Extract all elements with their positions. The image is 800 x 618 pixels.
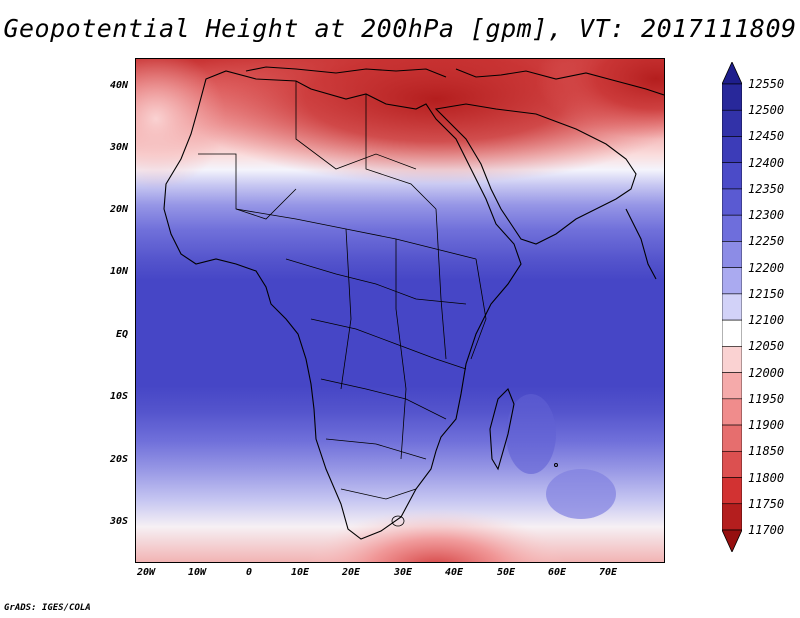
colorbar-bottom-arrow [722, 529, 742, 552]
lat-tick-label: 30S [109, 516, 128, 527]
colorbar-level-label: 12550 [748, 77, 785, 91]
lon-tick-label: 10E [290, 567, 310, 578]
colorbar-swatch [722, 477, 742, 505]
colorbar-swatch [722, 372, 742, 400]
lat-tick-label: 40N [109, 80, 128, 91]
colorbar-swatch [722, 188, 742, 216]
colorbar-swatch [722, 136, 742, 164]
colorbar-swatch [722, 398, 742, 426]
colorbar-level-label: 11950 [748, 391, 785, 406]
map-title: Geopotential Height at 200hPa [gpm], VT:… [3, 14, 797, 43]
colorbar-swatch [722, 346, 742, 373]
colorbar-level-label: 11700 [748, 523, 785, 537]
colorbar-level-label: 12300 [748, 208, 785, 223]
colorbar-swatch [722, 319, 742, 347]
lon-tick-label: 10W [187, 567, 207, 578]
lon-tick-label: 20E [341, 567, 361, 578]
colorbar-swatch [722, 83, 742, 111]
geopotential-field-map [136, 59, 664, 562]
lon-tick-label: 50E [496, 567, 516, 578]
colorbar-level-label: 11850 [748, 444, 785, 459]
colorbar-level-label: 12100 [748, 313, 785, 328]
colorbar-swatch [722, 293, 742, 321]
colorbar-level-label: 11900 [748, 418, 785, 433]
lat-tick-label: 20N [109, 204, 128, 215]
lat-tick-label: 20S [109, 454, 128, 465]
lon-tick-label: 70E [598, 567, 618, 578]
country-borders-overlay [198, 81, 487, 500]
map-plot-area [135, 58, 665, 563]
colorbar-level-label: 12250 [748, 234, 785, 249]
colorbar-swatch [722, 162, 742, 190]
colorbar-level-label: 12350 [748, 181, 785, 196]
colorbar-level-label: 12000 [748, 365, 785, 380]
colorbar [722, 62, 742, 552]
colorbar-swatch [722, 214, 742, 242]
lon-tick-label: 60E [547, 567, 567, 578]
colorbar-swatch [722, 109, 742, 137]
lat-tick-label: EQ [115, 329, 128, 340]
colorbar-level-label: 12150 [748, 286, 785, 301]
lon-tick-label: 0 [245, 567, 253, 578]
colorbar-level-label: 12500 [748, 103, 785, 118]
colorbar-level-label: 12200 [748, 260, 785, 275]
colorbar-level-label: 11750 [748, 496, 785, 511]
colorbar-swatch [722, 424, 742, 452]
colorbar-level-label: 12050 [748, 339, 785, 354]
colorbar-top-arrow [722, 62, 742, 85]
grads-credit: GrADS: IGES/COLA [4, 603, 91, 613]
colorbar-swatch [722, 241, 742, 268]
lon-tick-label: 30E [393, 567, 413, 578]
lat-tick-label: 30N [109, 142, 128, 153]
lon-tick-label: 20W [136, 567, 156, 578]
lat-tick-label: 10N [109, 266, 128, 277]
colorbar-level-label: 11800 [748, 470, 785, 485]
colorbar-level-label: 12450 [748, 129, 785, 144]
colorbar-swatch [722, 267, 742, 295]
lon-tick-label: 40E [444, 567, 464, 578]
colorbar-swatch [722, 450, 742, 478]
colorbar-level-label: 12400 [748, 155, 785, 170]
lat-tick-label: 10S [109, 391, 128, 402]
colorbar-swatch [722, 503, 742, 531]
